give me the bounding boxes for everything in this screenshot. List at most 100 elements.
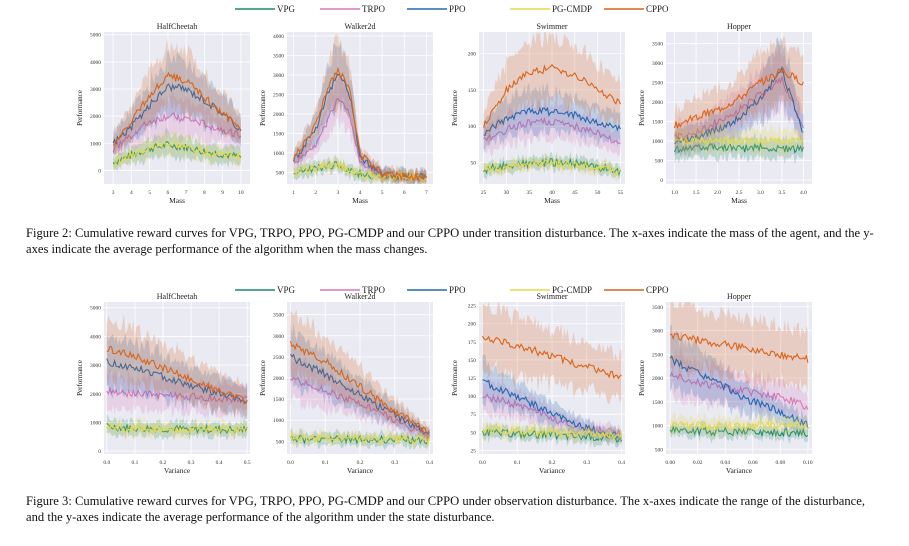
x-tick-label: 0.1 <box>322 460 329 466</box>
y-tick-label: 0 <box>98 449 101 455</box>
y-tick-label: 2500 <box>273 355 284 361</box>
y-tick-label: 2000 <box>90 114 101 120</box>
x-tick-label: 0.4 <box>426 460 433 466</box>
x-tick-label: 0.3 <box>188 460 195 466</box>
x-tick-label: 1 <box>292 190 295 196</box>
chart-hopper-mass: 0 500 1000 1500 2000 2500 3000 3500 1.0 1.5 2.0 2.5… <box>638 22 812 205</box>
x-tick-label: 0.04 <box>720 460 730 466</box>
x-tick-label: 7 <box>425 190 428 196</box>
y-tick-label: 150 <box>468 358 477 364</box>
series-band-cppo <box>483 32 621 145</box>
series-band-trpo <box>113 89 241 162</box>
x-tick-label: 40 <box>549 190 555 196</box>
x-tick-label: 0.5 <box>244 460 251 466</box>
y-tick-label: 2000 <box>652 376 663 382</box>
series-band-trpo <box>106 366 248 422</box>
x-tick-label: 7 <box>185 190 188 196</box>
y-tick-label: 200 <box>468 52 477 58</box>
x-tick-label: 0.2 <box>549 460 556 466</box>
series-band-ppo <box>670 324 808 436</box>
x-tick-label: 0.08 <box>776 460 786 466</box>
chart-halfcheetah-mass: 0 1000 2000 3000 4000 5000 3 4 5 6 7 8 9 10 HalfCheeta… <box>76 22 250 205</box>
series-band-pg-cmdp <box>483 152 621 182</box>
y-tick-label: 1500 <box>273 397 284 403</box>
series-line-pg-cmdp <box>293 160 427 182</box>
x-tick-label: 3 <box>112 190 115 196</box>
series-line-ppo <box>482 379 622 440</box>
series-line-cppo <box>482 335 622 380</box>
legend-label-cppo: CPPO <box>646 4 669 14</box>
y-tick-label: 2500 <box>652 352 663 358</box>
series-line-pg-cmdp <box>106 423 248 435</box>
series-line-cppo <box>293 66 427 182</box>
figure-3: VPG TRPO PPO PG-CMDP CPPO 0 1000 2000 3000 4000 5… <box>0 281 909 491</box>
x-tick-label: 3 <box>337 190 340 196</box>
x-tick-label: 55 <box>618 190 624 196</box>
y-tick-label: 1500 <box>273 131 284 137</box>
series-line-vpg <box>290 434 430 445</box>
x-tick-label: 6 <box>167 190 170 196</box>
legend: VPG TRPO PPO PG-CMDP CPPO <box>235 285 669 295</box>
figure-2: VPG TRPO PPO PG-CMDP CPPO 0 1000 2000 3000 4000 5… <box>0 0 909 212</box>
y-tick-label: 3500 <box>652 305 663 311</box>
x-tick-label: 8 <box>203 190 206 196</box>
x-tick-label: 0.1 <box>514 460 521 466</box>
x-axis-label: Variance <box>164 466 191 475</box>
x-tick-label: 0.0 <box>287 460 294 466</box>
x-tick-label: 6 <box>403 190 406 196</box>
y-tick-label: 500 <box>655 159 664 165</box>
x-tick-label: 0.2 <box>357 460 364 466</box>
series-band-ppo <box>106 330 248 420</box>
x-axis-label: Mass <box>544 196 560 205</box>
series-line-vpg <box>483 157 621 177</box>
series-band-pg-cmdp <box>293 156 427 184</box>
y-tick-label: 75 <box>471 412 477 418</box>
y-tick-label: 2000 <box>273 112 284 118</box>
series-band-pg-cmdp <box>482 419 622 446</box>
x-tick-label: 5 <box>381 190 384 196</box>
legend-label-trpo: TRPO <box>362 285 386 295</box>
x-tick-label: 0.00 <box>665 460 675 466</box>
x-tick-label: 3.5 <box>779 190 786 196</box>
series-band-ppo <box>674 36 804 159</box>
legend-label-trpo: TRPO <box>362 4 386 14</box>
series-line-vpg <box>674 141 804 154</box>
x-tick-label: 0.10 <box>803 460 813 466</box>
x-tick-label: 50 <box>595 190 601 196</box>
chart-title: Hopper <box>727 22 751 31</box>
x-tick-label: 2 <box>314 190 317 196</box>
series-band-cppo <box>106 313 248 420</box>
x-tick-label: 2.5 <box>736 190 743 196</box>
y-tick-label: 5000 <box>90 306 101 312</box>
chart-title: Swimmer <box>536 22 567 31</box>
y-axis-label: Performance <box>451 90 459 126</box>
x-tick-label: 9 <box>221 190 224 196</box>
x-axis-label: Mass <box>352 196 368 205</box>
y-tick-label: 175 <box>468 340 477 346</box>
y-axis-label: Performance <box>638 360 646 396</box>
y-tick-label: 1000 <box>652 424 663 430</box>
y-tick-label: 500 <box>276 170 285 176</box>
series-line-ppo <box>290 353 430 436</box>
y-tick-label: 2000 <box>273 376 284 382</box>
x-tick-label: 1.0 <box>671 190 678 196</box>
legend: VPG TRPO PPO PG-CMDP CPPO <box>235 4 669 14</box>
y-axis-label: Performance <box>259 360 267 396</box>
y-tick-label: 3000 <box>273 73 284 79</box>
series-band-cppo <box>674 36 804 145</box>
series-line-vpg <box>112 140 242 166</box>
series-line-ppo <box>483 106 621 136</box>
series-band-trpo <box>483 98 621 158</box>
series-line-trpo <box>290 376 431 442</box>
series-line-trpo <box>112 112 242 153</box>
y-tick-label: 100 <box>468 394 477 400</box>
series-band-pg-cmdp <box>113 128 241 172</box>
series-line-cppo <box>674 67 804 129</box>
y-tick-label: 4000 <box>90 334 101 340</box>
x-tick-label: 25 <box>481 190 487 196</box>
y-axis-label: Performance <box>638 90 646 126</box>
series-line-trpo <box>669 371 809 410</box>
x-axis-label: Variance <box>726 466 753 475</box>
x-tick-label: 4 <box>130 190 133 196</box>
series-band-vpg <box>674 130 804 166</box>
